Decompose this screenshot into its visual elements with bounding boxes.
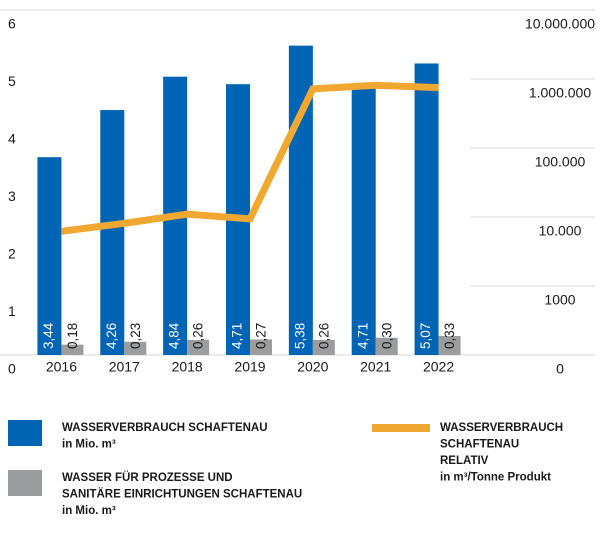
legend-swatch [8, 420, 42, 446]
bar [351, 84, 376, 356]
value-label: 4,84 [167, 322, 182, 349]
x-tick-label: 2016 [46, 359, 77, 375]
x-tick-label: 2017 [109, 359, 140, 375]
x-tick-label: 2019 [234, 359, 265, 375]
y2-tick-label: 1.000.000 [529, 85, 591, 101]
y2-tick-label: 1000 [544, 292, 575, 308]
legend-swatch [372, 424, 430, 432]
value-label: 5,38 [292, 323, 307, 349]
x-tick-label: 2020 [297, 359, 328, 375]
legend-line: WASSER FÜR PROZESSE UND [62, 471, 233, 484]
bar [124, 341, 147, 355]
legend-line: WASSERVERBRAUCH SCHAFTENAU [62, 422, 268, 434]
y-tick-label: 1 [8, 303, 16, 319]
line [60, 81, 439, 235]
y-tick-label: 4 [8, 131, 16, 147]
value-label: 0,23 [128, 323, 143, 349]
y2-tick-label: 10.000 [539, 223, 582, 239]
legend-label: WASSERVERBRAUCH SCHAFTENAU in Mio. m³ [62, 422, 268, 451]
y2-tick-label: 10.000.000 [525, 16, 595, 32]
bar [438, 336, 461, 355]
value-label: 0,26 [191, 323, 206, 349]
legend-line: WASSERVERBRAUCH [440, 422, 563, 434]
value-label: 0,33 [442, 323, 457, 349]
value-label: 0,27 [254, 323, 269, 349]
value-label: 4,26 [104, 323, 119, 349]
legend-label: WASSERVERBRAUCH SCHAFTENAU RELATIV in m³/To… [440, 422, 563, 484]
y-tick-label: 0 [8, 361, 16, 377]
y-tick-label: 5 [8, 73, 16, 89]
bar [37, 157, 62, 355]
value-label: 0,30 [379, 323, 394, 349]
legend-line: RELATIV [440, 455, 489, 467]
legend-line: in m³/Tonne Produkt [440, 472, 551, 484]
x-tick-label: 2018 [172, 359, 203, 375]
value-label: 4,71 [230, 323, 245, 349]
y-tick-label: 6 [8, 16, 16, 32]
x-tick-label: 2022 [423, 359, 454, 375]
y2-tick-label: 0 [556, 361, 564, 377]
bar [250, 339, 272, 355]
y2-tick-label: 100.000 [535, 154, 586, 170]
bar [312, 340, 335, 355]
bar [375, 337, 398, 355]
legend-line: in Mio. m³ [62, 439, 116, 451]
value-label: 0,18 [65, 323, 80, 349]
x-tick-label: 2021 [360, 359, 391, 375]
legend-line: SANITÄRE EINRICHTUNGEN SCHAFTENAU [62, 488, 302, 501]
bar [61, 344, 84, 355]
y-tick-label: 2 [8, 246, 16, 262]
bar [187, 340, 210, 355]
legend-line: in Mio. m³ [62, 505, 116, 517]
value-label: 4,71 [355, 323, 370, 349]
legend-swatch [8, 470, 42, 496]
value-label: 5,07 [418, 323, 433, 349]
legend-line: SCHAFTENAU [440, 439, 519, 451]
bar [414, 63, 439, 355]
bar [100, 110, 125, 355]
value-label: 0,26 [316, 323, 331, 349]
legend-label: WASSER FÜR PROZESSE UND SANITÄRE EINRICHT… [62, 471, 302, 517]
y-tick-label: 3 [8, 188, 16, 204]
value-label: 3,44 [41, 322, 56, 349]
